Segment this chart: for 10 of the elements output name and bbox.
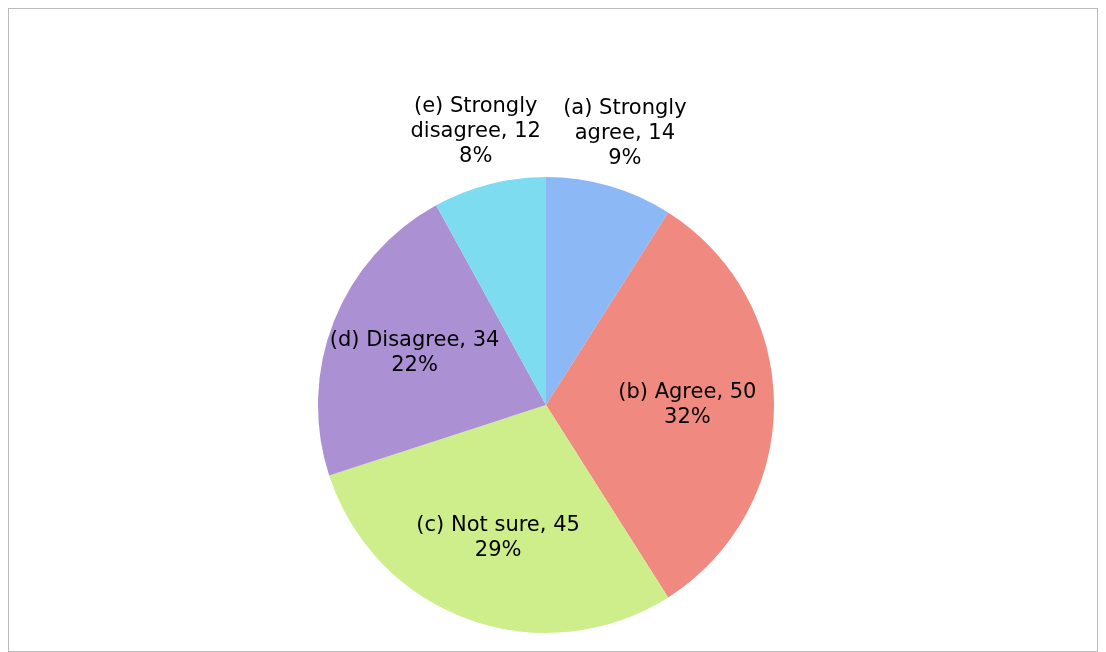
data-label: 9% [608,144,642,169]
slice-label: (e) Strongly disagree, 12 [410,92,541,142]
slice-label: (b) Agree, 50 [618,378,757,403]
slice-label: (d) Disagree, 34 [329,326,500,351]
slice-label: (c) Not sure, 45 [416,511,580,536]
data-label: 29% [474,536,522,561]
data-label: 8% [459,142,493,167]
slice-label: (a) Strongly agree, 14 [563,94,687,144]
data-label: 22% [391,351,438,376]
data-label: 32% [664,403,711,428]
